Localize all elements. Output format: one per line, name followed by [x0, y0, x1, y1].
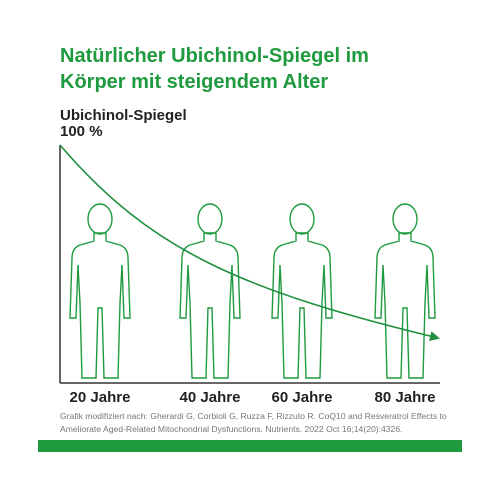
- x-tick-label: 80 Jahre: [375, 389, 436, 406]
- source: Ameliorate Aged-Related Mitochondrial Dy…: [60, 424, 403, 434]
- figure: [374, 203, 436, 379]
- x-tick-label: 40 Jahre: [180, 389, 241, 406]
- x-tick-label: 20 Jahre: [70, 389, 131, 406]
- figure-outline: [271, 203, 333, 379]
- footer-bar: [38, 440, 462, 452]
- figure-fill: [375, 323, 435, 378]
- chart-title: Natürlicher Ubichinol-Spiegel im: [60, 45, 369, 67]
- chart-title: Körper mit steigendem Alter: [60, 71, 328, 93]
- figure-outline: [69, 203, 131, 379]
- x-tick-label: 60 Jahre: [272, 389, 333, 406]
- trend-curve: [59, 144, 440, 341]
- y-tick-label: 100 %: [60, 123, 103, 140]
- figures: [69, 203, 436, 379]
- figure-outline: [179, 203, 241, 379]
- figure-outline: [374, 203, 436, 379]
- figure: [271, 203, 333, 379]
- y-axis-label: Ubichinol-Spiegel: [60, 107, 187, 124]
- source: Grafik modifiziert nach: Gherardi G, Cor…: [60, 411, 447, 421]
- figure: [179, 203, 241, 379]
- figure: [69, 203, 131, 379]
